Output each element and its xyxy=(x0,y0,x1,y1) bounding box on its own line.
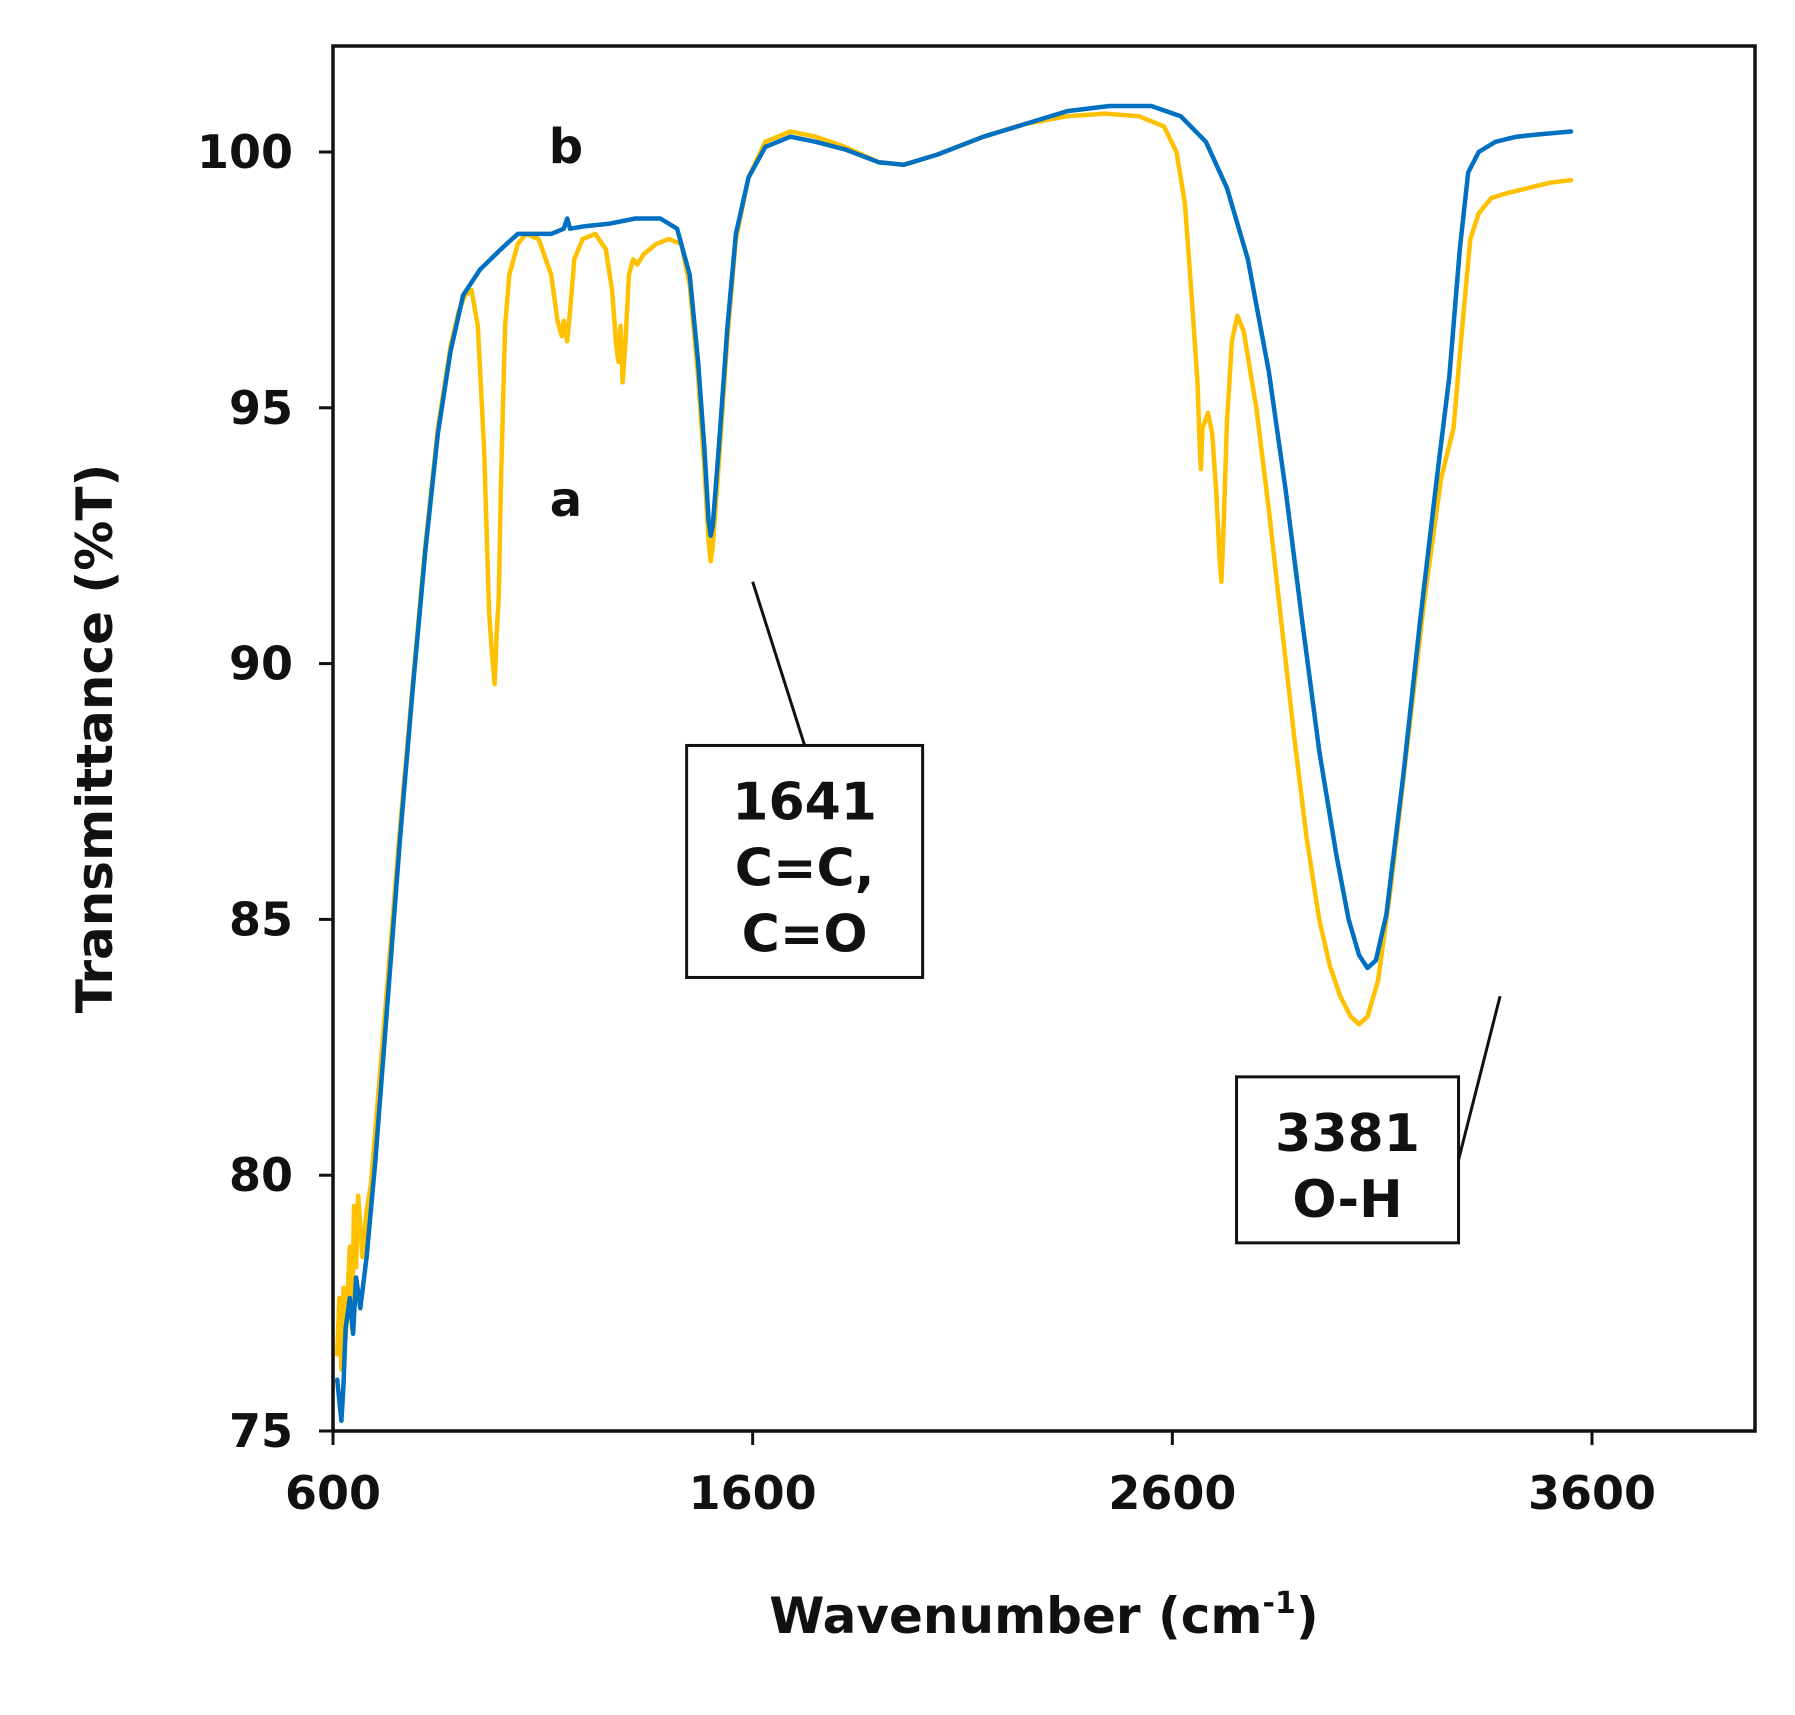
x-axis-title: Wavenumber (cm-1) xyxy=(769,1586,1318,1645)
y-axis-title: Transmittance (%T) xyxy=(66,464,124,1014)
x-tick-label-3600: 3600 xyxy=(1528,1466,1656,1520)
annotation-text-line: 1641 xyxy=(732,772,877,832)
x-tick-label-1600: 1600 xyxy=(689,1466,817,1520)
annotation-text-line: C=C, xyxy=(735,838,875,898)
y-tick-label-80: 80 xyxy=(229,1148,293,1202)
annotation-text-line: 3381 xyxy=(1275,1104,1420,1164)
x-axis-title-text: Wavenumber (cm xyxy=(769,1587,1262,1645)
annotation-1: 1641 C=C,C=O xyxy=(685,581,925,979)
annotation-box xyxy=(1235,1075,1461,1245)
x-axis-title-end: ) xyxy=(1296,1587,1319,1645)
annotation-text-line: C=O xyxy=(742,904,868,964)
x-axis-title-superscript: -1 xyxy=(1263,1586,1296,1621)
series-line-b xyxy=(334,103,1574,1424)
series-label-b: b xyxy=(549,119,583,175)
annotation-leader-line xyxy=(751,581,807,746)
annotation-leader-line xyxy=(1457,995,1502,1161)
x-tick-label-600: 600 xyxy=(285,1466,381,1520)
plot-frame xyxy=(331,44,1757,1433)
series-labels: ab xyxy=(549,119,583,528)
y-tick-label-75: 75 xyxy=(229,1404,293,1458)
y-tick-label-85: 85 xyxy=(229,892,293,946)
series-label-a: a xyxy=(550,472,582,528)
annotation-text-line: O-H xyxy=(1292,1170,1402,1230)
y-axis-ticks: 75 80 85 90 95 100 xyxy=(197,125,333,1458)
x-axis-ticks: 600 1600 2600 3600 xyxy=(285,1431,1656,1520)
y-tick-label-100: 100 xyxy=(197,125,293,179)
x-tick-label-2600: 2600 xyxy=(1108,1466,1236,1520)
y-tick-label-90: 90 xyxy=(229,637,293,691)
series-layer xyxy=(334,103,1574,1424)
y-tick-label-95: 95 xyxy=(229,381,293,435)
annotation-box xyxy=(685,743,925,979)
